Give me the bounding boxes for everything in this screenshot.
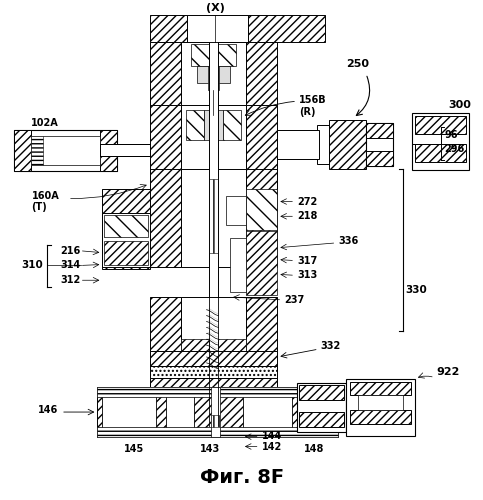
Bar	[14, 130, 31, 171]
Text: 148: 148	[304, 444, 324, 454]
Bar	[366, 123, 394, 166]
Bar	[350, 410, 411, 424]
Bar	[412, 113, 469, 170]
Text: 330: 330	[405, 285, 427, 295]
Text: 332: 332	[321, 341, 341, 351]
Bar	[150, 378, 277, 388]
Bar	[223, 110, 241, 140]
Text: 336: 336	[339, 236, 359, 246]
Bar	[350, 382, 411, 396]
Bar	[150, 169, 181, 268]
Text: 300: 300	[449, 100, 471, 110]
Bar	[191, 44, 236, 66]
Bar	[150, 297, 181, 351]
Bar	[197, 66, 230, 84]
Bar	[366, 152, 394, 166]
Bar	[299, 412, 344, 427]
Bar	[328, 120, 366, 169]
Text: 146: 146	[38, 405, 58, 415]
Text: 145: 145	[124, 444, 144, 454]
Bar	[243, 392, 292, 432]
Bar	[150, 14, 187, 42]
Bar	[181, 169, 246, 268]
Bar	[246, 42, 277, 106]
Bar	[14, 130, 117, 171]
Bar	[150, 366, 277, 378]
Text: 317: 317	[297, 256, 317, 266]
Text: 272: 272	[297, 196, 317, 206]
Bar	[104, 216, 148, 237]
Text: (X): (X)	[206, 2, 225, 12]
Bar	[277, 130, 317, 159]
Bar	[166, 392, 194, 432]
Bar	[209, 42, 218, 426]
Bar	[211, 388, 220, 436]
Bar	[246, 105, 277, 204]
Bar	[150, 105, 181, 204]
Bar	[246, 169, 277, 268]
Bar	[100, 130, 117, 171]
Bar	[102, 392, 156, 432]
Bar	[246, 189, 277, 230]
Bar	[31, 136, 43, 165]
Bar	[98, 388, 339, 398]
Text: 142: 142	[262, 442, 282, 452]
Bar	[187, 14, 248, 42]
Text: 922: 922	[437, 366, 460, 376]
Bar	[98, 388, 339, 436]
Text: 160A
(T): 160A (T)	[31, 190, 59, 212]
Bar	[31, 136, 100, 165]
Bar	[226, 196, 246, 225]
Text: 216: 216	[60, 246, 81, 256]
Bar	[277, 130, 319, 159]
Text: 102A: 102A	[31, 118, 59, 128]
Bar	[102, 189, 150, 270]
Text: Фиг. 8F: Фиг. 8F	[200, 468, 284, 487]
Bar	[104, 241, 148, 266]
Bar	[248, 14, 325, 42]
Bar	[181, 340, 209, 351]
Text: 96: 96	[445, 130, 458, 140]
Bar	[218, 340, 246, 351]
Text: 312: 312	[60, 275, 81, 285]
Bar	[299, 386, 344, 400]
Bar	[181, 297, 246, 351]
Bar	[186, 110, 204, 140]
Bar	[246, 297, 277, 351]
Text: 156B
(R): 156B (R)	[299, 96, 327, 117]
Bar	[204, 110, 223, 140]
Text: 237: 237	[284, 295, 305, 305]
Text: 313: 313	[297, 270, 317, 280]
Bar	[100, 144, 150, 156]
Bar	[212, 415, 219, 427]
Bar	[230, 238, 246, 292]
Bar	[415, 144, 466, 162]
Bar	[98, 427, 339, 436]
Text: 144: 144	[262, 430, 282, 440]
Bar	[358, 396, 403, 410]
Bar	[346, 378, 415, 436]
Bar	[246, 231, 277, 295]
Bar	[297, 382, 346, 432]
Text: 143: 143	[200, 444, 221, 454]
Text: 218: 218	[297, 212, 317, 222]
Bar	[415, 116, 466, 134]
Bar	[366, 123, 394, 138]
Bar	[209, 179, 218, 252]
Bar	[317, 125, 328, 164]
Text: 314: 314	[60, 260, 81, 270]
Bar	[181, 105, 246, 204]
Text: 296: 296	[445, 144, 465, 154]
Bar	[102, 214, 150, 268]
Bar	[181, 42, 246, 106]
Text: 250: 250	[347, 58, 369, 68]
Text: 310: 310	[22, 260, 43, 270]
Bar	[208, 66, 219, 90]
Bar	[150, 42, 181, 106]
Bar	[150, 351, 277, 366]
